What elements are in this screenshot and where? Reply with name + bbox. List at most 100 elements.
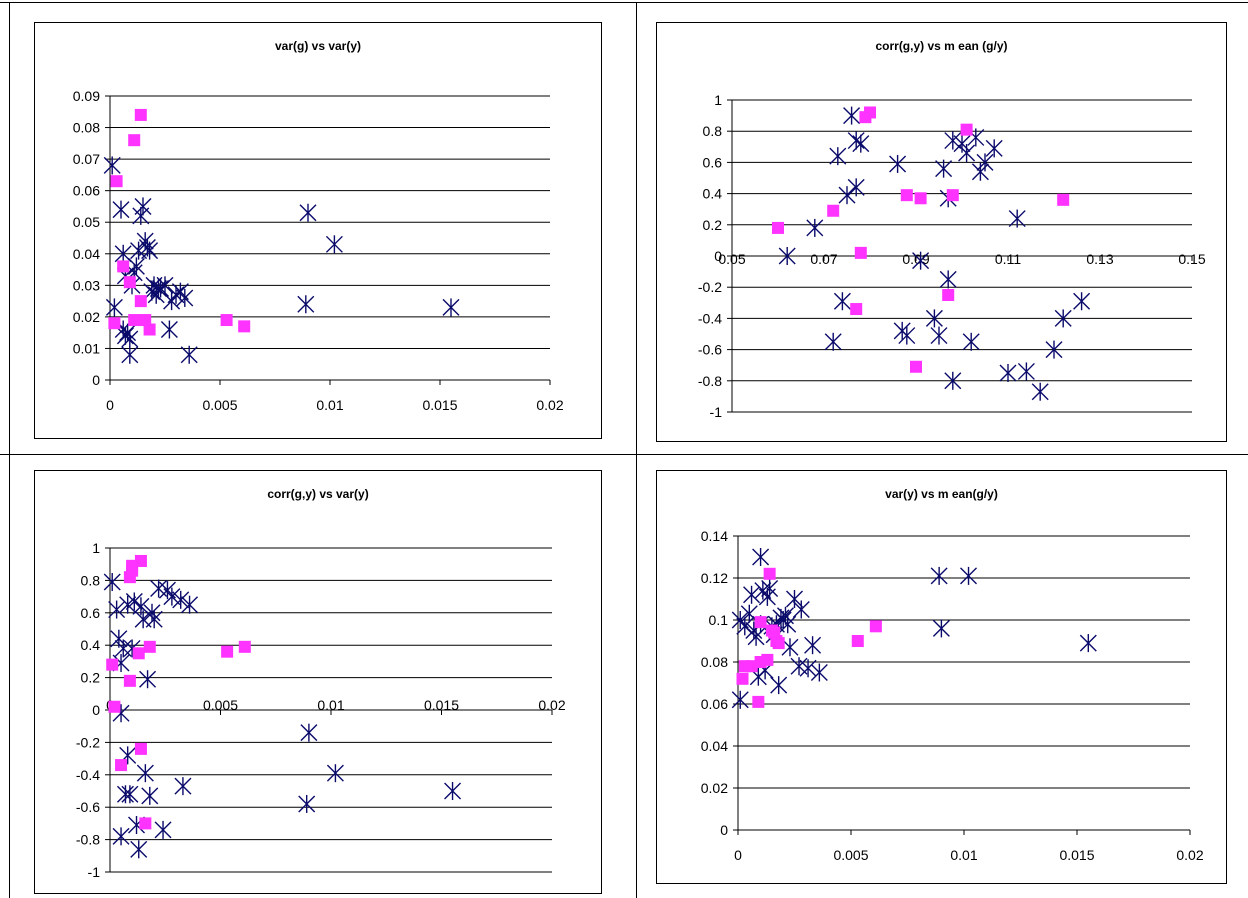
data-point	[843, 106, 861, 125]
y-tick-label: 0.06	[73, 183, 100, 199]
y-tick-label: -0.4	[76, 767, 100, 783]
data-point	[1045, 340, 1063, 359]
data-point	[898, 326, 916, 345]
series-1	[103, 573, 462, 859]
data-point	[999, 364, 1017, 382]
y-tick-label: 0.2	[703, 217, 723, 233]
data-point	[444, 782, 462, 800]
data-point	[121, 329, 139, 348]
data-point	[752, 695, 765, 708]
y-tick-label: 0.14	[701, 528, 728, 544]
data-point	[847, 131, 865, 150]
x-tick-label: 0.02	[536, 397, 563, 413]
data-point	[103, 573, 121, 592]
y-tick-label: 0.4	[81, 637, 101, 653]
data-point	[960, 566, 978, 585]
data-point	[930, 326, 948, 345]
data-point	[925, 309, 943, 328]
y-tick-label: 0.02	[701, 780, 728, 796]
data-point	[298, 794, 316, 813]
series-2	[736, 567, 882, 708]
data-point	[238, 640, 251, 653]
data-point	[167, 285, 185, 304]
data-point	[745, 660, 758, 673]
data-point	[128, 134, 141, 147]
data-point	[985, 139, 1003, 158]
data-point	[1079, 634, 1097, 653]
data-point	[132, 206, 150, 225]
data-point	[864, 106, 876, 119]
data-point	[110, 175, 123, 188]
data-point	[103, 156, 121, 175]
data-point	[944, 131, 962, 150]
data-point	[912, 251, 930, 270]
data-point	[960, 123, 973, 136]
y-tick-label: -0.6	[76, 799, 100, 815]
data-point	[181, 595, 199, 614]
series-1	[103, 156, 460, 364]
data-point	[958, 144, 976, 163]
data-point	[180, 345, 198, 364]
data-point	[770, 676, 788, 695]
y-tick-label: -0.8	[698, 373, 722, 389]
data-point	[105, 298, 123, 317]
chart-title: var(y) vs m ean(g/y)	[885, 487, 998, 501]
data-point	[761, 579, 779, 598]
chart-frame	[656, 470, 1227, 884]
data-point	[747, 627, 765, 646]
data-point	[824, 332, 842, 351]
data-point	[833, 292, 851, 311]
data-point	[116, 785, 134, 804]
data-point	[932, 619, 950, 638]
chart-title: corr(g,y) vs var(y)	[267, 487, 368, 501]
y-tick-label: 0.02	[73, 309, 100, 325]
data-point	[117, 260, 130, 273]
y-tick-label: 0.2	[81, 670, 101, 686]
x-tick-label: 0.02	[538, 697, 565, 713]
data-point	[935, 159, 953, 178]
chart-var-g-vs-var-y: var(g) vs var(y) 0 0.01 0.02 0.03 0.04 0.05 0.0…	[34, 22, 602, 439]
y-tick-label: 0.06	[701, 696, 728, 712]
data-point	[869, 620, 882, 633]
y-tick-label: 0.4	[703, 186, 723, 202]
data-point	[779, 615, 797, 634]
data-point	[139, 817, 152, 830]
data-point	[804, 636, 822, 655]
data-point	[1031, 382, 1049, 401]
y-tick-label: 0.6	[81, 605, 101, 621]
x-tick-label: 0.02	[1176, 847, 1203, 863]
y-tick-label: -0.2	[698, 279, 722, 295]
series-2	[106, 554, 251, 830]
x-tick-label: 0.015	[424, 697, 459, 713]
data-point	[743, 585, 761, 604]
data-point	[971, 162, 989, 181]
data-point	[976, 153, 994, 172]
data-point	[889, 154, 907, 173]
y-tick-label: -1	[710, 404, 723, 420]
data-point	[115, 759, 128, 772]
chart-var-y-vs-mean: var(y) vs m ean(g/y) 0 0.02 0.04 0.06 0.08 0.1…	[656, 470, 1227, 884]
y-tick-label: 0.6	[703, 154, 723, 170]
y-tick-label: 0	[714, 248, 722, 264]
data-point	[731, 690, 749, 709]
data-point	[325, 235, 343, 254]
data-point	[851, 635, 864, 647]
y-tick-label: 0.03	[73, 277, 100, 293]
y-tick-label: 0.07	[73, 151, 100, 167]
chart-frame	[34, 22, 602, 439]
data-point	[847, 178, 865, 197]
data-point	[134, 554, 147, 567]
data-point	[143, 603, 161, 622]
y-tick-label: 1	[92, 540, 100, 556]
data-point	[300, 723, 318, 742]
data-point	[121, 345, 139, 364]
x-tick-label: 0.015	[1059, 847, 1094, 863]
data-point	[119, 323, 137, 342]
data-point	[829, 147, 847, 166]
data-point	[752, 548, 770, 566]
data-point	[914, 192, 927, 205]
data-point	[143, 640, 156, 653]
x-tick-label: 0.11	[995, 251, 1021, 267]
x-tick-label: 0.01	[317, 697, 344, 713]
data-point	[108, 600, 126, 619]
